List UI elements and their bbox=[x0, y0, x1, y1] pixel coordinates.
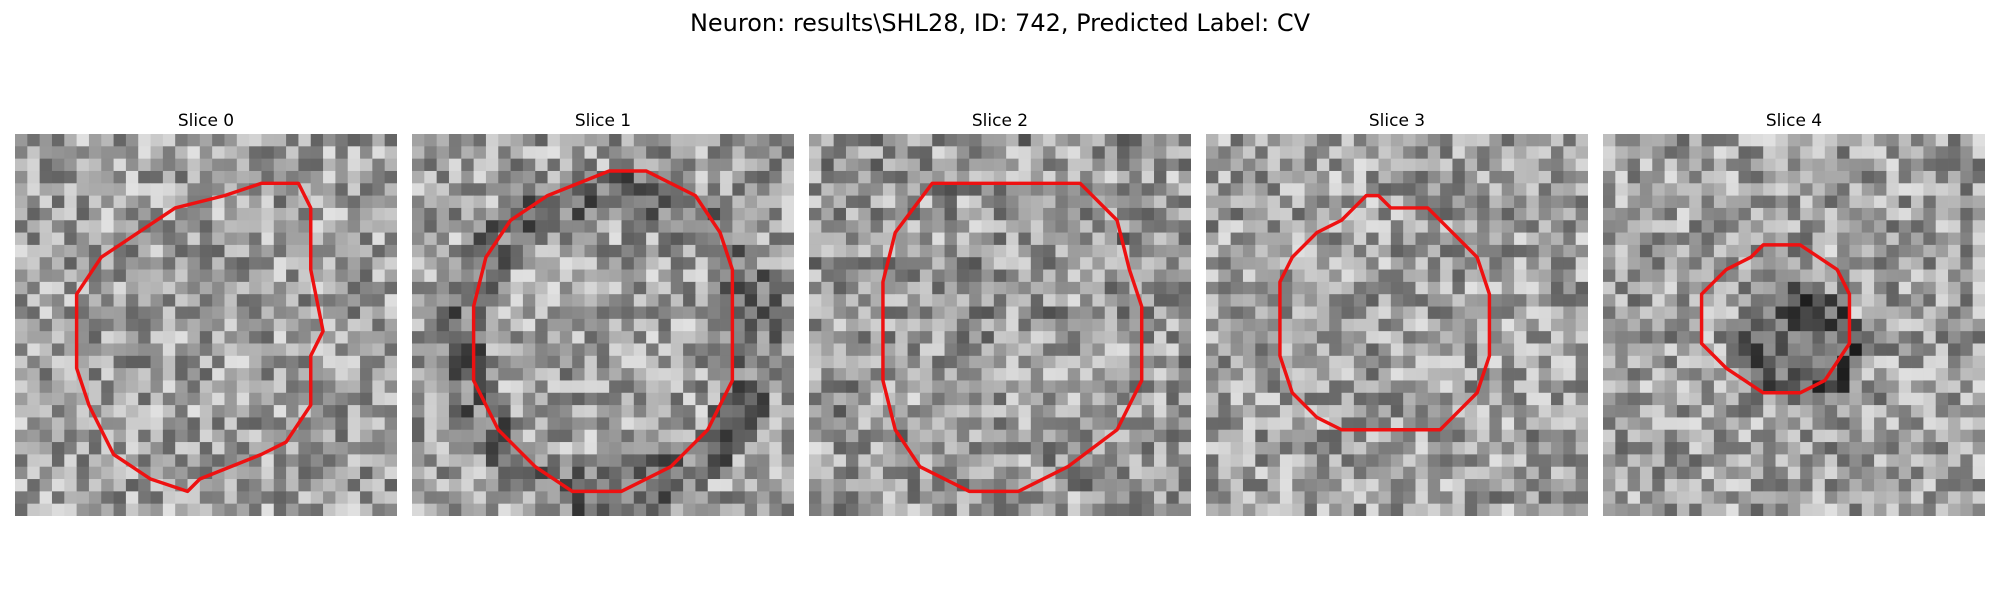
slice-title: Slice 1 bbox=[574, 111, 632, 131]
slice-panel-1: Slice 1 bbox=[412, 110, 794, 516]
slice-title: Slice 0 bbox=[177, 111, 235, 131]
slice-panel-2: Slice 2 bbox=[809, 110, 1191, 516]
neuron-outline bbox=[1699, 243, 1852, 395]
pixel-grid bbox=[809, 134, 1191, 516]
pixel-grid bbox=[412, 134, 794, 516]
slice-image bbox=[412, 134, 794, 516]
neuron-outline bbox=[471, 169, 735, 494]
neuron-outline bbox=[74, 181, 325, 494]
slice-title: Slice 2 bbox=[971, 111, 1029, 131]
slice-panel-4: Slice 4 bbox=[1603, 110, 1985, 516]
slice-panel-0: Slice 0 bbox=[15, 110, 397, 516]
pixel-grid bbox=[15, 134, 397, 516]
neuron-outline bbox=[881, 181, 1144, 494]
slice-image bbox=[15, 134, 397, 516]
neuron-outline bbox=[1278, 193, 1492, 432]
figure-title: Neuron: results\SHL28, ID: 742, Predicte… bbox=[689, 9, 1311, 37]
pixel-grid bbox=[1603, 134, 1985, 516]
slice-image bbox=[1603, 134, 1985, 516]
pixel-grid bbox=[1206, 134, 1588, 516]
slice-title: Slice 4 bbox=[1765, 111, 1823, 131]
slice-image bbox=[1206, 134, 1588, 516]
slice-image bbox=[809, 134, 1191, 516]
slice-title: Slice 3 bbox=[1368, 111, 1426, 131]
slice-panel-3: Slice 3 bbox=[1206, 110, 1588, 516]
